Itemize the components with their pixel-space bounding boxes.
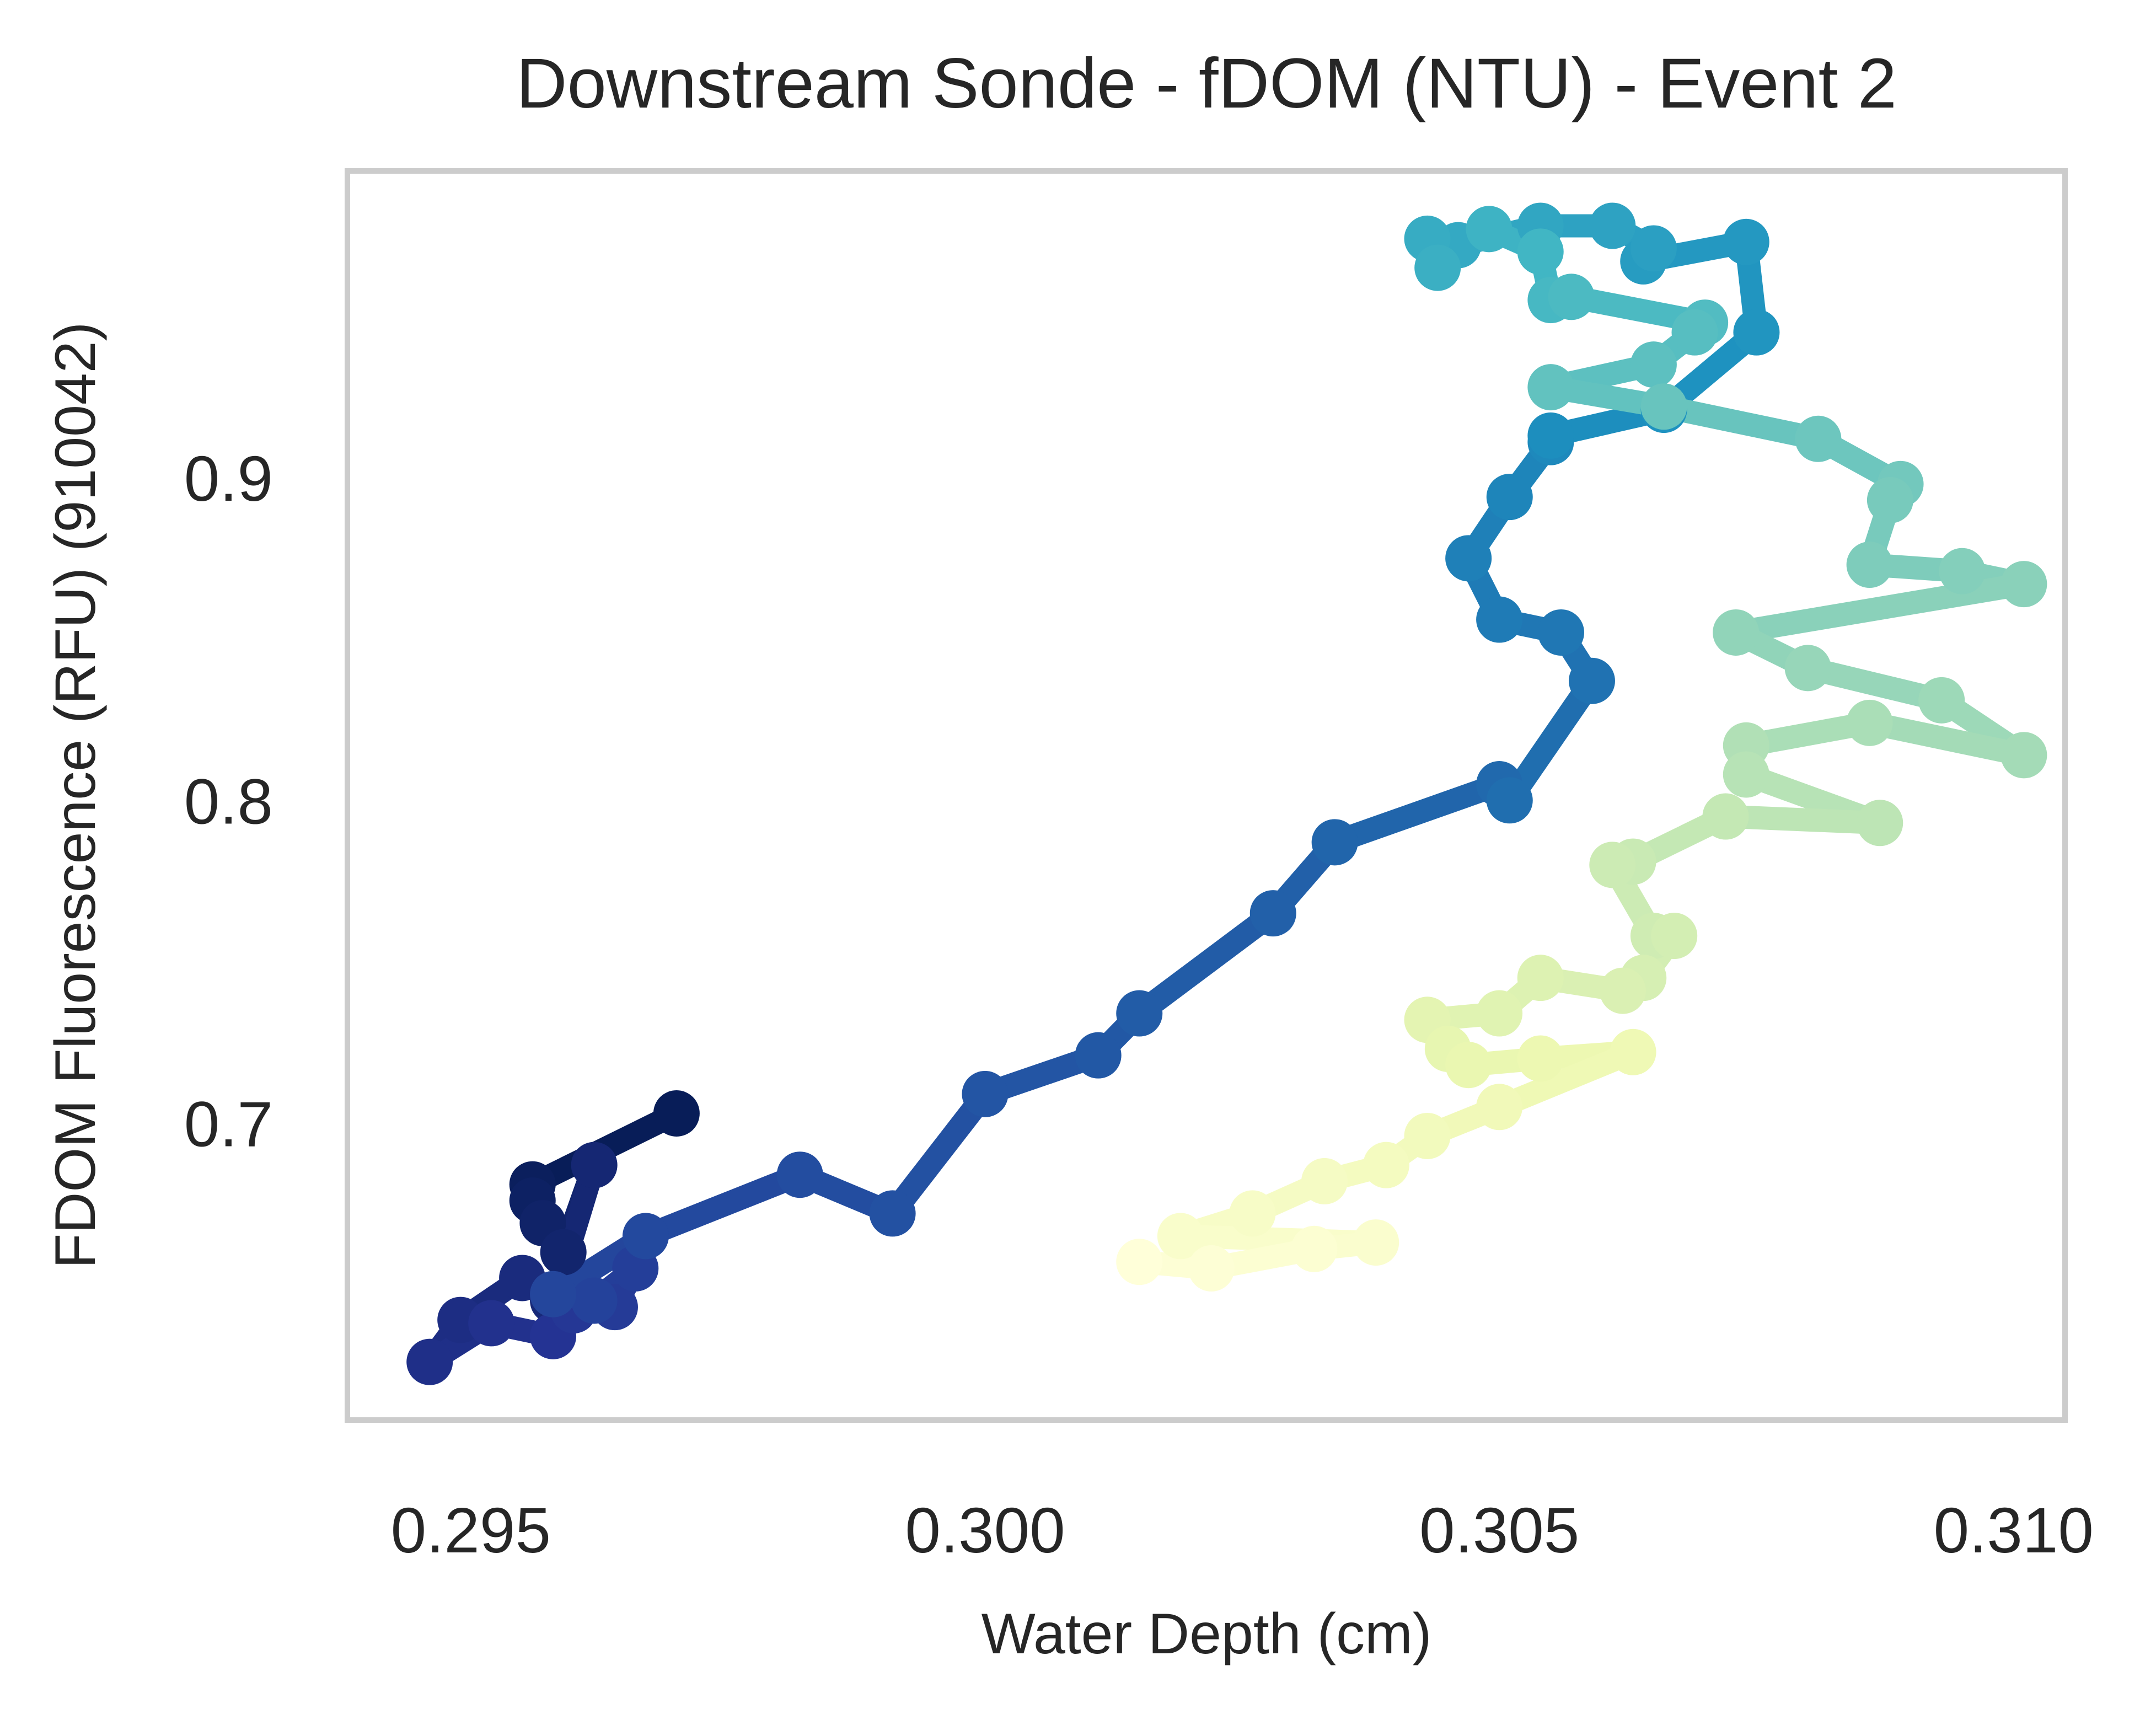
series-segment xyxy=(1652,395,1830,451)
data-point xyxy=(1466,206,1513,253)
data-point xyxy=(540,1229,587,1276)
data-point xyxy=(571,1277,618,1324)
y-tick-label: 0.8 xyxy=(184,765,273,837)
x-tick-label: 0.300 xyxy=(905,1494,1065,1566)
y-axis-label: FDOM Fluorescence (RFU) (910042) xyxy=(44,322,108,1268)
data-point xyxy=(1116,990,1163,1037)
data-point xyxy=(406,1338,453,1385)
series-segment xyxy=(1714,805,1892,835)
y-tick-label: 0.9 xyxy=(184,443,273,515)
series-segment xyxy=(1488,1040,1645,1119)
data-point xyxy=(1630,225,1677,272)
x-tick-label: 0.295 xyxy=(391,1494,551,1566)
data-point xyxy=(1301,1158,1348,1204)
data-point xyxy=(530,1271,577,1317)
data-point xyxy=(1784,645,1831,692)
data-point xyxy=(1363,1142,1409,1188)
data-point xyxy=(1640,383,1687,430)
data-point xyxy=(622,1213,669,1260)
data-point xyxy=(1918,677,1965,724)
series-segment xyxy=(1858,711,2036,767)
data-point xyxy=(1527,412,1574,459)
data-point xyxy=(1599,967,1646,1014)
series-segment xyxy=(634,1163,812,1248)
data-point xyxy=(1476,990,1523,1037)
data-point xyxy=(1568,657,1615,704)
data-point xyxy=(962,1070,1009,1117)
data-point xyxy=(1517,1035,1564,1082)
data-point xyxy=(1517,228,1564,275)
data-point xyxy=(1589,202,1636,249)
data-point xyxy=(1857,800,1903,847)
data-point xyxy=(1733,309,1780,356)
series-segment xyxy=(1498,669,1603,812)
data-point xyxy=(1846,699,1893,746)
data-point xyxy=(1589,842,1636,888)
data-point xyxy=(1476,596,1523,643)
data-point xyxy=(1713,609,1760,656)
data-point xyxy=(1188,1245,1235,1292)
x-tick-label: 0.310 xyxy=(1934,1494,2094,1566)
data-point xyxy=(1229,1190,1276,1237)
data-point xyxy=(1939,548,1986,594)
data-point xyxy=(1404,1112,1451,1159)
data-point xyxy=(571,1142,618,1188)
data-point xyxy=(776,1151,823,1198)
data-series-line xyxy=(418,214,2036,1374)
data-point xyxy=(2001,732,2047,779)
data-point xyxy=(1157,1213,1204,1260)
data-point xyxy=(1795,415,1842,462)
data-point xyxy=(1476,1084,1523,1131)
data-point xyxy=(1517,955,1564,1001)
data-point xyxy=(1486,474,1533,521)
data-series-points xyxy=(406,202,2047,1385)
plot-area-frame xyxy=(345,168,2068,1423)
data-point xyxy=(1548,274,1595,320)
data-point xyxy=(653,1090,700,1137)
chart-title: Downstream Sonde - fDOM (NTU) - Event 2 xyxy=(516,44,1897,123)
series-segment xyxy=(1323,773,1511,854)
series-segment xyxy=(1128,902,1285,1025)
data-point xyxy=(1311,819,1358,866)
y-tick-label: 0.7 xyxy=(184,1089,273,1160)
data-point xyxy=(1414,244,1461,291)
data-point xyxy=(1445,535,1492,582)
data-point xyxy=(1538,609,1585,656)
x-tick-label: 0.305 xyxy=(1419,1494,1579,1566)
data-point xyxy=(1353,1219,1399,1266)
x-axis-label: Water Depth (cm) xyxy=(982,1602,1432,1666)
data-point xyxy=(1702,793,1749,840)
x-axis-ticks: 0.295 0.300 0.305 0.310 xyxy=(391,1494,2094,1566)
data-point xyxy=(869,1190,916,1237)
data-point xyxy=(1867,476,1913,523)
data-point xyxy=(1630,341,1677,388)
data-point xyxy=(1486,777,1533,824)
data-point xyxy=(468,1300,515,1347)
data-point xyxy=(2001,561,2047,608)
data-point xyxy=(1075,1032,1122,1079)
series-segment xyxy=(881,1082,997,1225)
data-point xyxy=(1671,309,1718,356)
data-point xyxy=(1723,218,1769,265)
data-point xyxy=(1116,1239,1163,1285)
data-point xyxy=(1291,1225,1338,1272)
data-point xyxy=(1651,913,1698,960)
data-point xyxy=(1445,1042,1492,1089)
data-point xyxy=(1249,890,1296,937)
y-axis-ticks: 0.7 0.8 0.9 xyxy=(184,443,273,1160)
series-segment xyxy=(1724,572,2036,644)
data-point xyxy=(1527,364,1574,411)
data-point xyxy=(1846,542,1893,588)
data-point xyxy=(1610,1028,1656,1075)
data-point xyxy=(1723,751,1769,798)
